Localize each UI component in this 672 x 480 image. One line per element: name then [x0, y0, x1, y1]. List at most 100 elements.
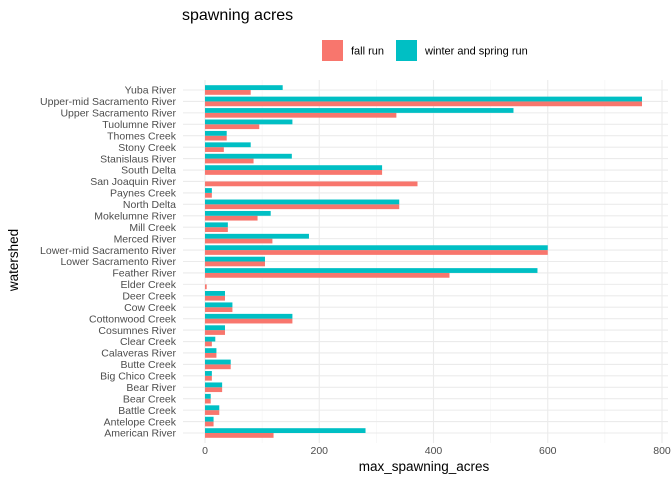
legend-key-fall-run — [322, 40, 343, 61]
legend: fall run winter and spring run — [322, 40, 528, 61]
bar-cosumnes-river-winter-and-spring-run — [205, 325, 225, 331]
y-tick-label: Bear Creek — [123, 393, 177, 405]
y-tick-label: Lower Sacramento River — [60, 256, 176, 268]
bar-big-chico-creek-winter-and-spring-run — [205, 371, 212, 376]
x-tick-label: 800 — [653, 445, 671, 457]
bar-mill-creek-winter-and-spring-run — [205, 222, 228, 228]
bar-thomes-creek-winter-and-spring-run — [205, 130, 227, 136]
y-tick-label: Upper Sacramento River — [60, 108, 176, 120]
bar-cottonwood-creek-fall-run — [205, 318, 293, 324]
bar-feather-river-winter-and-spring-run — [205, 268, 538, 273]
y-tick-label: Mill Creek — [129, 222, 176, 234]
y-tick-label: Battle Creek — [118, 405, 177, 417]
bar-lower-sacramento-river-winter-and-spring-run — [205, 256, 265, 262]
y-tick-label: Stanislaus River — [100, 153, 176, 165]
y-tick-label: Merced River — [114, 233, 177, 245]
bar-north-delta-fall-run — [205, 204, 400, 210]
x-tick-label: 400 — [425, 445, 443, 457]
x-tick-label: 200 — [310, 445, 328, 457]
chart-title: spawning acres — [182, 7, 293, 24]
bar-clear-creek-winter-and-spring-run — [205, 336, 216, 342]
bar-feather-river-fall-run — [205, 272, 450, 278]
bar-battle-creek-fall-run — [205, 410, 220, 415]
x-tick-label: 0 — [202, 445, 208, 457]
y-tick-label: Cosumnes River — [98, 325, 176, 337]
bar-stanislaus-river-winter-and-spring-run — [205, 153, 292, 159]
bar-yuba-river-winter-and-spring-run — [205, 85, 283, 90]
y-tick-label: Elder Creek — [121, 279, 177, 291]
bar-mokelumne-river-fall-run — [205, 215, 258, 221]
bar-clear-creek-fall-run — [205, 341, 212, 347]
bar-stony-creek-winter-and-spring-run — [205, 142, 251, 148]
bar-cow-creek-winter-and-spring-run — [205, 302, 233, 308]
y-tick-label: Big Chico Creek — [100, 371, 177, 383]
bar-stanislaus-river-fall-run — [205, 158, 254, 164]
bar-deer-creek-fall-run — [205, 295, 225, 301]
bar-upper-sacramento-river-fall-run — [205, 112, 397, 118]
bar-cottonwood-creek-winter-and-spring-run — [205, 313, 293, 319]
bar-big-chico-creek-fall-run — [205, 375, 212, 381]
bar-american-river-winter-and-spring-run — [205, 428, 366, 433]
y-tick-label: Yuba River — [125, 85, 177, 97]
bar-calaveras-river-fall-run — [205, 352, 217, 358]
y-tick-label: South Delta — [121, 165, 176, 177]
bar-san-joaquin-river-fall-run — [205, 181, 418, 187]
y-tick-label: Mokelumne River — [94, 210, 176, 222]
bar-mokelumne-river-winter-and-spring-run — [205, 210, 271, 216]
y-tick-label: Paynes Creek — [110, 188, 177, 200]
bar-thomes-creek-fall-run — [205, 135, 227, 141]
bar-paynes-creek-winter-and-spring-run — [205, 188, 212, 193]
bar-battle-creek-winter-and-spring-run — [205, 405, 220, 411]
y-tick-label: Thomes Creek — [107, 130, 177, 142]
bar-antelope-creek-fall-run — [205, 421, 214, 427]
bar-upper-sacramento-river-winter-and-spring-run — [205, 108, 514, 113]
bar-upper-mid-sacramento-river-fall-run — [205, 101, 643, 107]
bar-south-delta-winter-and-spring-run — [205, 165, 383, 171]
bar-tuolumne-river-winter-and-spring-run — [205, 119, 293, 125]
bar-bear-creek-winter-and-spring-run — [205, 393, 211, 399]
bar-butte-creek-winter-and-spring-run — [205, 359, 231, 365]
bar-lower-mid-sacramento-river-fall-run — [205, 250, 548, 255]
y-tick-label: San Joaquin River — [90, 176, 176, 188]
y-tick-label: Tuolumne River — [102, 119, 176, 131]
bar-paynes-creek-fall-run — [205, 192, 212, 198]
y-tick-label: Upper-mid Sacramento River — [40, 96, 176, 108]
bar-stony-creek-fall-run — [205, 147, 224, 152]
legend-key-winter-and-spring-run — [396, 40, 417, 61]
y-tick-label: Antelope Creek — [104, 416, 177, 428]
y-tick-label: Stony Creek — [118, 142, 177, 154]
bar-deer-creek-winter-and-spring-run — [205, 290, 225, 296]
x-axis-title: max_spawning_acres — [359, 459, 490, 474]
bar-merced-river-fall-run — [205, 238, 273, 244]
bar-elder-creek-fall-run — [205, 284, 207, 290]
legend-item-winter-and-spring-run: winter and spring run — [396, 40, 528, 61]
bar-south-delta-fall-run — [205, 170, 383, 175]
bar-north-delta-winter-and-spring-run — [205, 199, 400, 205]
y-tick-label: Deer Creek — [122, 291, 176, 303]
bar-yuba-river-fall-run — [205, 90, 251, 95]
y-tick-label: North Delta — [123, 199, 176, 211]
bar-mill-creek-fall-run — [205, 227, 228, 233]
y-tick-label: Lower-mid Sacramento River — [40, 245, 176, 257]
y-tick-label: Feather River — [112, 268, 176, 280]
bar-cow-creek-fall-run — [205, 307, 233, 313]
bars — [205, 85, 643, 438]
legend-label: winter and spring run — [424, 46, 528, 58]
bar-american-river-fall-run — [205, 433, 274, 438]
bar-upper-mid-sacramento-river-winter-and-spring-run — [205, 96, 643, 102]
x-axis-tick-labels: 0 200 400 600 800 — [202, 445, 671, 457]
x-tick-label: 600 — [539, 445, 557, 457]
y-tick-label: Bear River — [126, 382, 176, 394]
y-tick-label: Butte Creek — [121, 359, 177, 371]
y-tick-label: Calaveras River — [101, 348, 176, 360]
y-tick-label: Cottonwood Creek — [89, 313, 177, 325]
y-tick-label: Clear Creek — [120, 336, 177, 348]
bar-calaveras-river-winter-and-spring-run — [205, 348, 217, 353]
bar-bear-river-fall-run — [205, 387, 223, 393]
y-tick-label: Cow Creek — [124, 302, 177, 314]
y-axis-title: watershed — [6, 229, 21, 292]
bar-bear-creek-fall-run — [205, 398, 211, 404]
bar-bear-river-winter-and-spring-run — [205, 382, 223, 388]
